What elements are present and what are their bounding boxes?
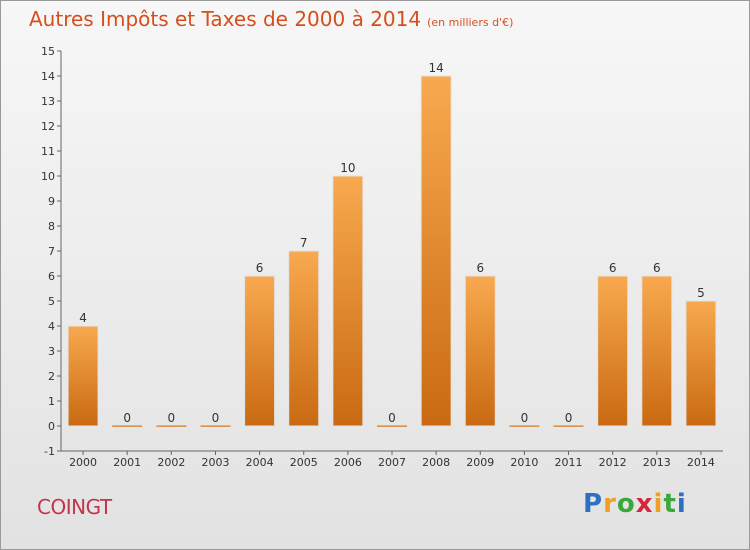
data-labels: 4 0 0 0 6 7 10 0 14 6 0 0 6 6 5: [79, 61, 705, 425]
x-tick-label: 2006: [334, 456, 362, 469]
data-label: 0: [521, 411, 529, 425]
x-tick-label: 2004: [246, 456, 274, 469]
x-tick-label: 2001: [113, 456, 141, 469]
x-tick-label: 2009: [466, 456, 494, 469]
data-label: 0: [565, 411, 573, 425]
y-tick-label: 10: [41, 170, 55, 183]
data-label: 10: [340, 161, 355, 175]
x-tick-label: 2008: [422, 456, 450, 469]
bar: [597, 275, 629, 427]
bar: [377, 425, 407, 427]
logo-letter: i: [653, 489, 664, 519]
logo-letter: x: [635, 489, 654, 519]
bar: [156, 425, 187, 427]
bar: [420, 75, 452, 427]
bar: [685, 300, 717, 427]
x-tick-label: 2011: [555, 456, 583, 469]
bar: [509, 425, 540, 427]
bar: [112, 425, 143, 427]
bar: [288, 250, 320, 427]
y-tick-label: 0: [48, 420, 55, 433]
y-tick-label: 1: [48, 395, 55, 408]
chart-title: Autres Impôts et Taxes de 2000 à 2014 (en…: [29, 7, 513, 31]
bars: [67, 75, 717, 427]
bar: [553, 425, 584, 427]
y-tick-label: 13: [41, 95, 55, 108]
data-label: 6: [476, 261, 484, 275]
data-label: 0: [388, 411, 396, 425]
data-label: 14: [428, 61, 443, 75]
y-tick-label: 9: [48, 195, 55, 208]
y-tick-label: 2: [48, 370, 55, 383]
y-tick-label: 11: [41, 145, 55, 158]
data-label: 6: [653, 261, 661, 275]
y-tick-label: 12: [41, 120, 55, 133]
x-tick-label: 2013: [643, 456, 671, 469]
data-label: 0: [123, 411, 131, 425]
x-tick-label: 2010: [510, 456, 538, 469]
logo-letter: P: [583, 489, 604, 519]
y-tick-label: 5: [48, 295, 55, 308]
y-tick-label: 15: [41, 45, 55, 58]
logo-letter: r: [603, 489, 617, 519]
bar: [464, 275, 496, 427]
proxiti-logo: Proxiti: [583, 489, 687, 519]
x-tick-label: 2002: [157, 456, 185, 469]
data-label: 6: [609, 261, 617, 275]
x-tick-label: 2000: [69, 456, 97, 469]
data-label: 4: [79, 311, 87, 325]
logo-letter: t: [663, 489, 677, 519]
y-tick-label: 14: [41, 70, 55, 83]
y-tick-label: 6: [48, 270, 55, 283]
y-tick-label: -1: [44, 445, 55, 458]
bar: [332, 175, 364, 427]
chart-subtitle: (en milliers d'€): [427, 16, 514, 29]
y-tick-label: 7: [48, 245, 55, 258]
bar: [244, 275, 276, 427]
title-text: Autres Impôts et Taxes de 2000 à 2014: [29, 7, 422, 31]
x-tick-label: 2003: [201, 456, 229, 469]
y-tick-label: 3: [48, 345, 55, 358]
bar: [200, 425, 231, 427]
x-tick-label: 2012: [599, 456, 627, 469]
x-tick-label: 2007: [378, 456, 406, 469]
data-label: 0: [168, 411, 176, 425]
bar: [67, 325, 99, 427]
x-tick-label: 2014: [687, 456, 715, 469]
data-label: 5: [697, 286, 705, 300]
logo-letter: o: [616, 489, 636, 519]
bar: [641, 275, 673, 427]
logo-letter: i: [676, 489, 687, 519]
x-tick-label: 2005: [290, 456, 318, 469]
y-tick-label: 4: [48, 320, 55, 333]
data-label: 0: [212, 411, 220, 425]
data-label: 6: [256, 261, 264, 275]
y-tick-label: 8: [48, 220, 55, 233]
data-label: 7: [300, 236, 308, 250]
commune-name: COINGT: [37, 495, 112, 519]
